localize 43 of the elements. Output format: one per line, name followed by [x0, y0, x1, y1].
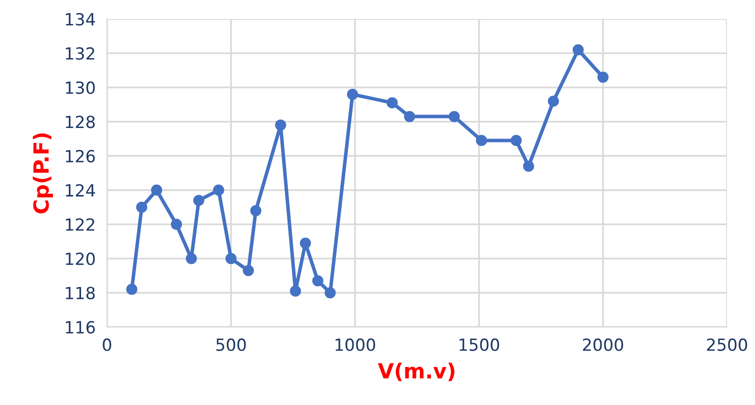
y-tick-label: 128 — [66, 116, 95, 128]
point — [126, 284, 138, 295]
point — [290, 286, 302, 297]
point — [312, 275, 324, 286]
x-tick-label: 1500 — [460, 338, 500, 352]
point — [324, 287, 336, 298]
point — [193, 194, 204, 206]
y-tick-label: 132 — [66, 47, 94, 60]
y-tick-label: 120 — [66, 252, 95, 266]
point — [346, 88, 358, 100]
y-tick-label: 122 — [66, 218, 94, 231]
y-tick-label: 126 — [66, 150, 95, 162]
point — [170, 218, 182, 230]
point — [242, 264, 254, 276]
point — [448, 110, 460, 122]
x-tick-label: 2000 — [583, 338, 624, 352]
x-tick-label: 0 — [102, 338, 112, 352]
x-axis-title: V(m.v) — [378, 362, 454, 382]
x-tick-label: 2500 — [707, 338, 748, 352]
point — [548, 96, 559, 107]
point — [300, 238, 311, 249]
x-tick-label: 1000 — [336, 338, 376, 352]
y-tick-label: 134 — [66, 12, 95, 26]
x-tick-label: 500 — [216, 338, 246, 352]
point — [386, 97, 398, 108]
point — [404, 110, 416, 122]
point — [213, 184, 224, 196]
point — [572, 44, 584, 56]
point — [523, 160, 534, 172]
point — [186, 253, 197, 264]
point — [597, 72, 609, 83]
y-axis-title: Cp(P.F) — [32, 133, 53, 214]
point — [225, 253, 237, 264]
point — [136, 202, 148, 213]
point — [510, 134, 522, 146]
y-tick-label: 124 — [66, 184, 95, 196]
y-tick-label: 118 — [66, 286, 95, 300]
point — [275, 120, 286, 131]
point — [476, 134, 488, 146]
point — [250, 205, 262, 216]
point — [151, 184, 162, 196]
y-tick-label: 116 — [66, 320, 95, 334]
y-tick-label: 130 — [66, 81, 95, 94]
